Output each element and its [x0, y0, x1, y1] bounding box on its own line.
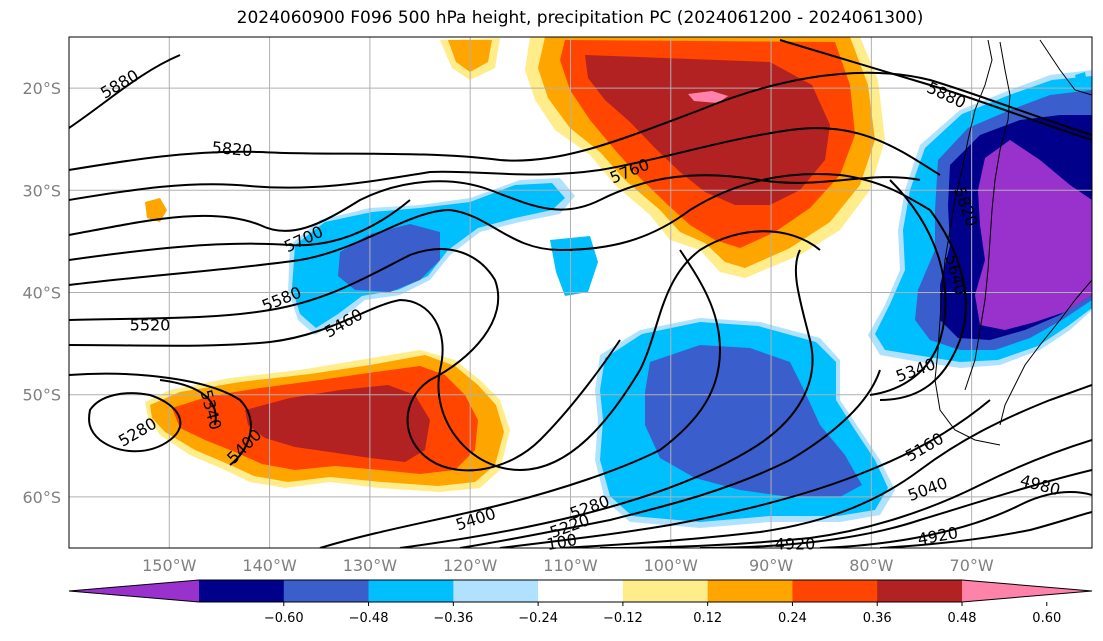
colorbar: −0.60 −0.48 −0.36 −0.24 −0.12 0.12 0.24 0.36 0.4…: [68, 579, 1093, 626]
contour-5520: [69, 248, 621, 472]
positive-anomaly-north-pink: [688, 91, 728, 103]
lon-tick-label: 120°W: [443, 556, 498, 575]
colorbar-tick-label: 0.12: [693, 611, 722, 626]
colorbar-tick-label: 0.36: [863, 611, 892, 626]
lon-tick-label: 70°W: [950, 556, 994, 575]
negative-anomaly-east-purple: [975, 140, 1092, 330]
colorbar-tick-label: −0.12: [603, 611, 643, 626]
height-contours: [69, 39, 1092, 548]
colorbar-segment: [707, 580, 793, 602]
colorbar-tick-label: 0.60: [1032, 611, 1061, 626]
contour-5760: [69, 127, 941, 201]
colorbar-extend-high: [962, 580, 1092, 602]
contour-5040: [699, 469, 1092, 548]
colorbar-segment: [368, 580, 454, 602]
map-frame: [68, 36, 1093, 549]
contour-5280-w: [88, 392, 182, 453]
colorbar-segment: [877, 580, 963, 602]
contour-5400-s: [319, 249, 722, 548]
lon-tick-label: 110°W: [543, 556, 598, 575]
lat-tick-label: 60°S: [22, 488, 61, 507]
colorbar-segment: [283, 580, 370, 602]
lon-tick-label: 90°W: [749, 556, 793, 575]
colorbar-tick-label: −0.48: [349, 611, 389, 626]
contour-5280-s: [459, 369, 881, 548]
contour-label: 100: [545, 530, 578, 554]
lon-tick-label: 150°W: [142, 556, 197, 575]
lat-tick-label: 40°S: [22, 284, 61, 303]
colorbar-tick-label: 0.48: [948, 611, 977, 626]
contour-east-2: [869, 179, 947, 396]
precipitation-shading: [145, 37, 1092, 528]
lon-tick-label: 130°W: [343, 556, 398, 575]
contour-5340-s: [399, 249, 814, 548]
colorbar-segment: [199, 580, 285, 602]
colorbar-outline: [68, 579, 1093, 603]
positive-anomaly-north-darkred: [585, 55, 830, 205]
contour-5880-e: [779, 39, 1092, 141]
colorbar-tick-label: −0.60: [264, 611, 304, 626]
positive-speck: [145, 198, 167, 222]
contour-label: 5820: [211, 138, 253, 160]
contour-5880-a: [69, 54, 181, 129]
colorbar-tick-label: 0.24: [778, 611, 807, 626]
map-title: 2024060900 F096 500 hPa height, precipit…: [236, 8, 924, 28]
contour-5820: [69, 71, 1092, 171]
colorbar-segment: [453, 580, 539, 602]
negative-anomaly-west-blue: [338, 224, 440, 292]
coast-north: [1039, 39, 1092, 96]
colorbar-extend-low: [69, 580, 199, 602]
lat-tick-label: 30°S: [22, 181, 61, 200]
contour-5400: [69, 372, 252, 466]
contour-label: 5520: [130, 316, 171, 335]
lat-tick-label: 50°S: [22, 386, 61, 405]
contour-4920: [879, 511, 1092, 548]
contour-5460: [69, 230, 821, 472]
axis-tick-labels: 150°W 140°W 130°W 120°W 110°W 100°W 90°W 80°W 70…: [22, 79, 993, 575]
lon-tick-label: 80°W: [849, 556, 893, 575]
negative-anomaly-mid: [550, 236, 598, 296]
colorbar-tick-label: −0.36: [433, 611, 473, 626]
lon-tick-label: 100°W: [644, 556, 699, 575]
colorbar-segment: [792, 580, 878, 602]
colorbar-segment: [622, 580, 709, 602]
lon-tick-label: 140°W: [242, 556, 297, 575]
lat-tick-label: 20°S: [22, 79, 61, 98]
colorbar-tick-label: −0.24: [518, 611, 558, 626]
contour-5640: [69, 199, 411, 261]
contour-label: 4920: [775, 535, 816, 554]
colorbar-segment: [538, 580, 624, 602]
contour-4980: [819, 491, 1092, 548]
contour-5160: [559, 384, 1092, 548]
positive-anomaly-sw-darkred: [245, 385, 430, 462]
andes-border: [964, 41, 1011, 391]
contour-5340-w: [159, 379, 217, 426]
negative-anomaly-south-blue: [645, 345, 862, 497]
contour-5580: [69, 173, 931, 286]
contour-5220-s: [499, 399, 991, 548]
south-america-east-coast: [999, 279, 1092, 426]
contour-5100: [599, 439, 1092, 548]
negative-speck-east: [1075, 72, 1087, 84]
contour-east-1: [879, 209, 967, 401]
gridlines: [69, 37, 1092, 548]
